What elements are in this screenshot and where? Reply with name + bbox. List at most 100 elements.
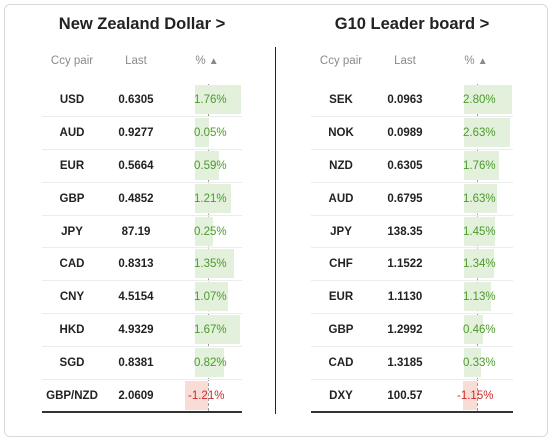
percent-header-label: % <box>464 55 475 67</box>
percent-change-cell: 0.82% <box>194 357 227 370</box>
percent-change-cell: 1.76% <box>194 94 227 106</box>
ccy-pair-cell: CHF <box>329 258 353 271</box>
change-bar <box>195 150 220 180</box>
ccy-pair-header[interactable]: Ccy pair <box>319 55 363 67</box>
last-price-cell: 0.9277 <box>118 126 154 139</box>
ccy-pair-cell: JPY <box>61 225 83 238</box>
ccy-pair-cell: JPY <box>330 225 352 238</box>
percent-change-cell: 1.21% <box>194 192 227 205</box>
table-row[interactable]: CAD 1.3185 0.33% <box>311 347 513 381</box>
table-row[interactable]: EUR 0.5664 0.59% <box>42 150 242 183</box>
table-row[interactable]: CHF 1.1522 1.34% <box>311 248 513 282</box>
g10-table-header: Ccy pair Last % ▲ <box>311 55 513 75</box>
ccy-pair-cell: GBP <box>328 324 354 337</box>
last-header[interactable]: Last <box>394 55 416 67</box>
change-bar <box>185 381 208 411</box>
percent-change-cell: 2.80% <box>463 94 496 106</box>
percent-change-cell: 0.05% <box>194 126 227 139</box>
table-row[interactable]: EUR 1.1130 1.13% <box>311 281 513 315</box>
change-bar <box>464 315 483 345</box>
percent-header[interactable]: % ▲ <box>172 55 242 67</box>
change-bar <box>464 85 512 114</box>
table-row[interactable]: GBP 1.2992 0.46% <box>311 314 513 348</box>
change-bar <box>464 249 494 279</box>
nzd-table-body: USD 0.6305 1.76% AUD 0.9277 0.05% EUR 0.5664 0.5… <box>42 84 242 413</box>
change-bar <box>462 381 477 411</box>
nzd-panel-title-link[interactable]: New Zealand Dollar > <box>58 15 226 33</box>
change-bar <box>464 282 492 312</box>
fx-card: New Zealand Dollar > Ccy pair Last % ▲ U… <box>4 4 548 437</box>
ccy-pair-cell: AUD <box>59 126 85 139</box>
table-row[interactable]: CNY 4.5154 1.07% <box>42 281 242 315</box>
g10-table-body: SEK 0.0963 2.80% NOK 0.0989 2.63% NZD 0.6305 1.7… <box>311 84 513 413</box>
percent-header[interactable]: % ▲ <box>441 55 511 67</box>
table-row[interactable]: JPY 87.19 0.25% <box>42 216 242 249</box>
table-row[interactable]: DXY 100.57 -1.15% <box>311 380 513 413</box>
ccy-pair-cell: NOK <box>328 126 354 139</box>
table-row[interactable]: HKD 4.9329 1.67% <box>42 314 242 348</box>
last-price-cell: 1.3185 <box>387 357 423 370</box>
last-price-cell: 2.0609 <box>118 390 154 403</box>
percent-change-cell: 2.63% <box>463 126 496 139</box>
table-row[interactable]: SGD 0.8381 0.82% <box>42 347 242 381</box>
last-price-cell: 0.8313 <box>118 258 154 271</box>
table-row[interactable]: CAD 0.8313 1.35% <box>42 248 242 282</box>
change-bar <box>464 150 499 180</box>
last-price-cell: 1.1130 <box>387 291 423 304</box>
last-price-cell: 4.9329 <box>118 324 154 337</box>
ccy-pair-cell: SEK <box>329 94 353 106</box>
ccy-pair-cell: AUD <box>328 192 354 205</box>
table-row[interactable]: JPY 138.35 1.45% <box>311 216 513 249</box>
sort-up-triangle-icon: ▲ <box>208 56 219 67</box>
percent-change-cell: 1.67% <box>194 324 227 337</box>
change-bar <box>464 183 498 213</box>
change-bar <box>195 216 213 246</box>
change-bar <box>195 348 224 378</box>
last-price-cell: 0.4852 <box>118 192 154 205</box>
change-bar <box>464 348 482 378</box>
ccy-pair-cell: DXY <box>329 390 353 403</box>
change-bar <box>464 117 510 147</box>
table-row[interactable]: GBP 0.4852 1.21% <box>42 183 242 216</box>
percent-header-label: % <box>195 55 206 67</box>
ccy-pair-cell: EUR <box>59 159 85 172</box>
percent-change-cell: 0.33% <box>463 357 496 370</box>
last-header[interactable]: Last <box>125 55 147 67</box>
ccy-pair-cell: USD <box>59 94 85 106</box>
ccy-pair-cell: CNY <box>59 291 85 304</box>
last-price-cell: 100.57 <box>387 390 423 403</box>
ccy-pair-cell: GBP <box>59 192 85 205</box>
table-row[interactable]: USD 0.6305 1.76% <box>42 84 242 117</box>
percent-change-cell: 0.25% <box>194 225 227 238</box>
percent-change-cell: 1.63% <box>463 192 496 205</box>
table-row[interactable]: AUD 0.6795 1.63% <box>311 183 513 216</box>
ccy-pair-cell: NZD <box>329 159 353 172</box>
table-row[interactable]: GBP/NZD 2.0609 -1.21% <box>42 380 242 413</box>
last-price-cell: 0.0989 <box>387 126 423 139</box>
percent-change-cell: 1.34% <box>463 258 496 271</box>
last-price-cell: 0.5664 <box>118 159 154 172</box>
change-bar <box>195 183 231 213</box>
percent-change-cell: 1.35% <box>194 258 227 271</box>
ccy-pair-header[interactable]: Ccy pair <box>50 55 94 67</box>
table-row[interactable]: NOK 0.0989 2.63% <box>311 117 513 150</box>
percent-change-cell: 1.13% <box>463 291 496 304</box>
table-row[interactable]: AUD 0.9277 0.05% <box>42 117 242 150</box>
percent-change-cell: 1.07% <box>194 291 227 304</box>
change-bar <box>195 282 229 312</box>
percent-change-cell: 1.76% <box>463 159 496 172</box>
ccy-pair-cell: GBP/NZD <box>46 390 98 403</box>
last-price-cell: 0.8381 <box>118 357 154 370</box>
g10-panel-title-link[interactable]: G10 Leader board > <box>334 15 490 33</box>
percent-change-cell: -1.21% <box>188 390 225 403</box>
change-bar <box>195 249 234 279</box>
table-row[interactable]: SEK 0.0963 2.80% <box>311 84 513 117</box>
percent-change-cell: 0.59% <box>194 159 227 172</box>
ccy-pair-cell: CAD <box>328 357 354 370</box>
last-price-cell: 0.0963 <box>387 94 423 106</box>
last-price-cell: 1.2992 <box>387 324 423 337</box>
percent-change-cell: 1.45% <box>463 225 496 238</box>
sort-up-triangle-icon: ▲ <box>477 56 488 67</box>
last-price-cell: 1.1522 <box>387 258 423 271</box>
table-row[interactable]: NZD 0.6305 1.76% <box>311 150 513 183</box>
